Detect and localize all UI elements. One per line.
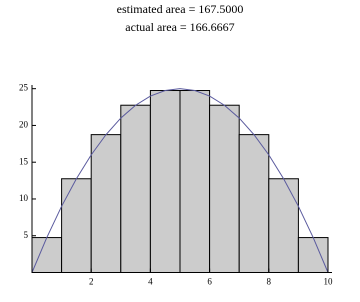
chart-title: estimated area = 167.5000: [117, 2, 244, 16]
bar: [61, 178, 92, 273]
x-tick-label: 2: [89, 277, 94, 287]
y-tick-label: 5: [24, 230, 29, 240]
y-tick-label: 20: [19, 120, 29, 130]
y-tick-label: 15: [19, 156, 29, 166]
bar: [238, 134, 270, 273]
bar: [120, 104, 151, 274]
chart-subtitle: actual area = 166.6667: [125, 20, 234, 34]
bar: [149, 90, 181, 273]
x-tick-label: 8: [267, 277, 272, 287]
bar: [31, 237, 63, 274]
bar: [179, 90, 211, 273]
y-tick-label: 10: [19, 193, 29, 203]
x-tick-label: 6: [207, 277, 212, 287]
y-tick-label: 25: [19, 83, 29, 93]
bar: [297, 237, 329, 274]
x-tick-label: 4: [148, 277, 153, 287]
curve: [31, 88, 329, 273]
x-tick-label: 10: [324, 277, 334, 287]
bar: [90, 134, 122, 273]
bar: [268, 178, 299, 273]
bar: [209, 104, 240, 274]
